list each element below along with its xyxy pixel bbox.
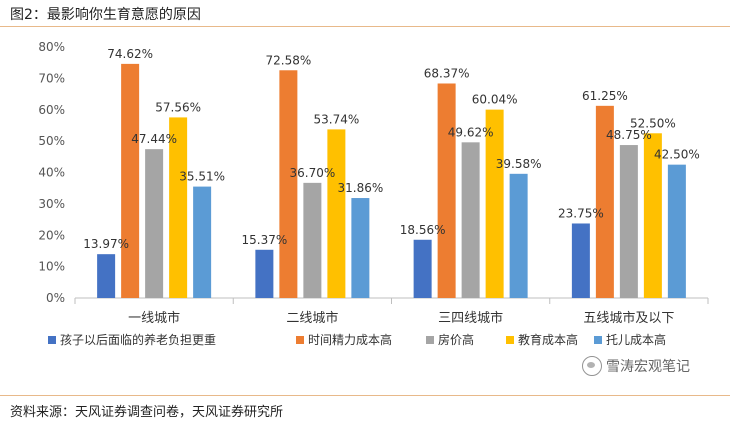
bar-value-label: 53.74% (313, 112, 359, 126)
y-tick-label: 70% (38, 71, 65, 85)
watermark-text: 雪涛宏观笔记 (606, 359, 690, 375)
bar-value-label: 47.44% (131, 132, 177, 146)
legend-swatch (48, 336, 56, 344)
y-tick-label: 40% (38, 166, 65, 180)
bar (303, 182, 322, 298)
bar-value-label: 18.56% (400, 223, 446, 237)
y-tick-label: 0% (46, 291, 65, 305)
bar (121, 63, 140, 299)
bar (279, 70, 298, 299)
chart-data-labels: 13.97% 15.37% 18.56% 23.75% 74.62% 72.58% 68.3… (83, 47, 700, 251)
bar-value-label: 31.86% (337, 181, 383, 195)
bar (193, 186, 212, 298)
chart-axes: 0% 10% 20% 30% 40% 50% 60% 70% 80% 一线城市 二线城市 三四线城市 五… (38, 40, 709, 326)
bar-value-label: 23.75% (558, 206, 604, 220)
y-tick-label: 30% (38, 197, 65, 211)
bar (509, 173, 528, 298)
bar (413, 239, 432, 298)
bar-value-label: 15.37% (241, 233, 287, 247)
legend-swatch (594, 336, 602, 344)
bar (351, 198, 370, 298)
figure-title: 图2：最影响你生育意愿的原因 (10, 7, 201, 23)
bar-value-label: 13.97% (83, 237, 129, 251)
bar-value-label: 48.75% (606, 128, 652, 142)
legend-label: 教育成本高 (518, 332, 578, 347)
bar-value-label: 49.62% (448, 125, 494, 139)
bar-value-label: 39.58% (496, 157, 542, 171)
bar (461, 142, 480, 298)
bar-value-label: 36.70% (289, 166, 335, 180)
bottom-divider (0, 395, 730, 396)
bar (169, 117, 188, 298)
x-category-label: 三四线城市 (438, 310, 503, 326)
bar-value-label: 68.37% (424, 66, 470, 80)
y-tick-label: 50% (38, 134, 65, 148)
legend-swatch (426, 336, 434, 344)
bar-value-label: 61.25% (582, 89, 628, 103)
bar (437, 83, 456, 298)
bar-value-label: 74.62% (107, 47, 153, 61)
bar (595, 105, 614, 298)
bar (643, 133, 662, 298)
bar (255, 249, 274, 298)
watermark: 雪涛宏观笔记 (582, 356, 690, 376)
legend-label: 房价高 (438, 332, 474, 347)
y-tick-label: 20% (38, 228, 65, 242)
y-tick-label: 10% (38, 260, 65, 274)
bar (571, 223, 590, 298)
source-note: 资料来源：天风证券调查问卷，天风证券研究所 (10, 405, 284, 420)
bar-value-label: 72.58% (265, 53, 311, 67)
bar (667, 164, 686, 298)
bar (619, 145, 638, 298)
legend-swatch (296, 336, 304, 344)
bar-value-label: 52.50% (630, 116, 676, 130)
x-category-label: 二线城市 (286, 310, 338, 326)
x-category-label: 一线城市 (128, 310, 180, 326)
bar (485, 109, 504, 298)
bar (327, 129, 346, 298)
bar-value-label: 60.04% (472, 93, 518, 107)
chart-legend: 孩子以后面临的养老负担更重 时间精力成本高 房价高 教育成本高 托儿成本高 (48, 332, 666, 347)
y-tick-label: 80% (38, 40, 65, 54)
legend-label: 孩子以后面临的养老负担更重 (60, 332, 216, 347)
wechat-icon (582, 356, 602, 376)
bar (145, 149, 164, 298)
bar-value-label: 42.50% (654, 148, 700, 162)
top-divider (0, 26, 730, 27)
bar (97, 254, 116, 298)
chart-bars (97, 63, 686, 299)
legend-label: 时间精力成本高 (308, 332, 392, 347)
bar-value-label: 57.56% (155, 100, 201, 114)
legend-swatch (506, 336, 514, 344)
bar-value-label: 35.51% (179, 170, 225, 184)
legend-label: 托儿成本高 (606, 332, 666, 347)
x-category-label: 五线城市及以下 (583, 310, 674, 326)
y-tick-label: 60% (38, 103, 65, 117)
